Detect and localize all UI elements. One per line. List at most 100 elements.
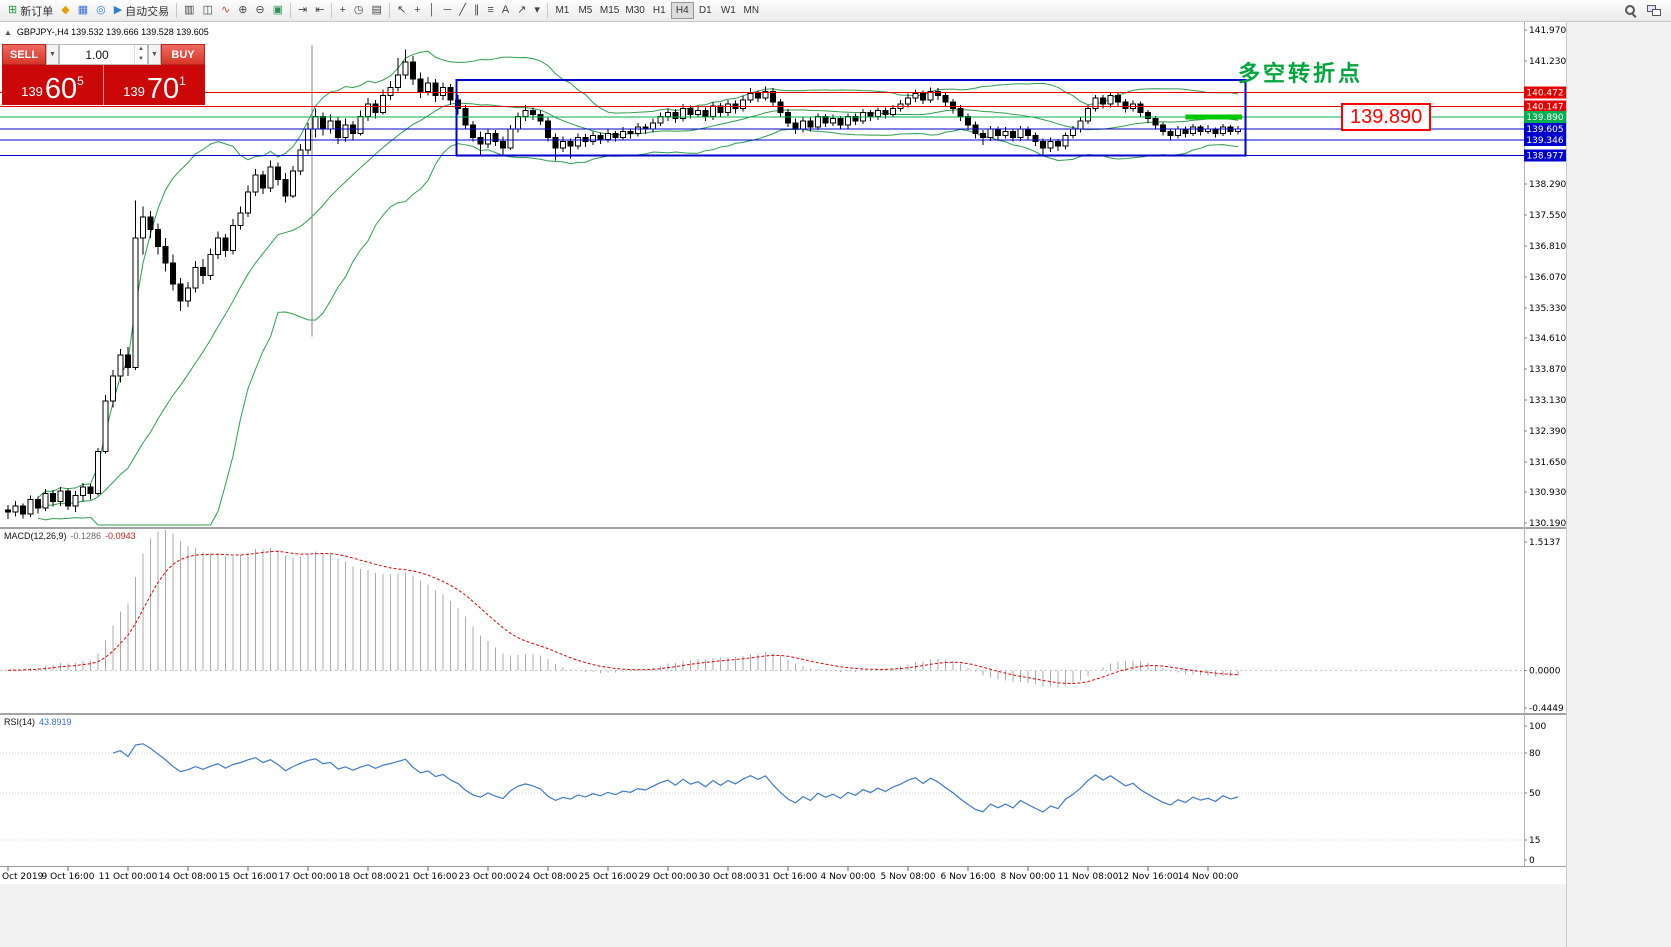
community-icon[interactable]: ◎ <box>92 1 110 20</box>
horizontal-line-tool-icon: ─ <box>443 4 452 16</box>
svg-text:139.605: 139.605 <box>1526 125 1563 135</box>
trendline-tool-icon[interactable]: ╱ <box>455 1 470 20</box>
svg-text:50: 50 <box>1529 789 1541 799</box>
period-clock-icon: ◷ <box>353 4 364 16</box>
sell-options-caret-icon[interactable]: ▼ <box>46 44 59 65</box>
volume-down-icon[interactable]: ▼ <box>138 55 144 62</box>
svg-text:139.890: 139.890 <box>1526 113 1563 123</box>
buy-price-sup: 1 <box>179 74 186 88</box>
search-icon[interactable] <box>1624 4 1637 17</box>
svg-text:138.290: 138.290 <box>1529 180 1566 190</box>
wizard-icon[interactable]: ◆ <box>57 1 73 20</box>
zoom-out-icon[interactable]: ⊖ <box>251 1 268 20</box>
algo-trading-button[interactable]: ▶ 自动交易 <box>110 1 173 20</box>
toolbar-separator <box>176 3 178 18</box>
svg-text:1.5137: 1.5137 <box>1529 538 1561 548</box>
buy-price-big: 70 <box>146 73 180 105</box>
timeframe-m30-button[interactable]: M30 <box>622 2 647 19</box>
buy-price-prefix: 139 <box>123 84 145 99</box>
macd-value-signal: -0.0943 <box>105 531 136 541</box>
dual-monitor-icon[interactable] <box>1647 4 1661 17</box>
timeframe-m1-button[interactable]: M1 <box>551 2 574 19</box>
arrow-tool-icon[interactable]: ↗ <box>513 1 530 20</box>
svg-text:134.610: 134.610 <box>1529 334 1566 344</box>
buy-price-display[interactable]: 139 70 1 <box>104 65 205 105</box>
candlestick-chart-icon[interactable]: ◫ <box>199 1 217 20</box>
symbol-info: ▲ GBPJPY-,H4 139.532 139.666 139.528 139… <box>4 27 209 37</box>
svg-text:136.070: 136.070 <box>1529 273 1566 283</box>
vertical-line-tool-icon: │ <box>428 4 436 16</box>
new-order-button-label: 新订单 <box>20 5 54 18</box>
timeframe-h4-button[interactable]: H4 <box>670 2 694 19</box>
algo-trading-icon: ▶ <box>113 4 123 16</box>
svg-text:80: 80 <box>1529 749 1541 759</box>
svg-text:17 Oct 00:00: 17 Oct 00:00 <box>279 872 338 882</box>
timeframe-m15-button[interactable]: M15 <box>597 2 622 19</box>
svg-text:14 Nov 00:00: 14 Nov 00:00 <box>1178 872 1239 882</box>
channel-tool-icon[interactable]: ∥ <box>470 1 484 20</box>
buy-button[interactable]: BUY <box>161 44 205 65</box>
svg-text:29 Oct 00:00: 29 Oct 00:00 <box>639 872 698 882</box>
svg-text:136.810: 136.810 <box>1529 242 1566 252</box>
timeframe-w1-button[interactable]: W1 <box>717 2 740 19</box>
one-click-toggle-icon[interactable]: ▲ <box>4 27 12 37</box>
svg-text:130.930: 130.930 <box>1529 488 1566 498</box>
sell-price-big: 60 <box>44 73 78 105</box>
tile-windows-icon: ▣ <box>272 4 284 16</box>
new-chart-icon[interactable]: + <box>335 1 349 20</box>
fibonacci-tool-icon[interactable]: ≡ <box>483 1 497 20</box>
svg-text:100: 100 <box>1529 722 1546 732</box>
open-chart-icon[interactable]: ▦ <box>74 1 92 20</box>
svg-text:15: 15 <box>1529 836 1540 846</box>
symbol-ohlc-text: GBPJPY-,H4 139.532 139.666 139.528 139.6… <box>16 27 209 37</box>
period-clock-icon[interactable]: ◷ <box>350 1 368 20</box>
timeframe-mn-button[interactable]: MN <box>740 2 763 19</box>
shapes-tool-icon: ▾ <box>534 4 540 16</box>
price-tag-annotation[interactable]: 139.890 <box>1341 103 1432 131</box>
timeframe-h1-button[interactable]: H1 <box>648 2 671 19</box>
new-order-button[interactable]: ⊞ 新订单 <box>4 1 57 20</box>
turning-point-annotation[interactable]: 多空转折点 <box>1238 61 1364 86</box>
volume-up-icon[interactable]: ▲ <box>138 46 144 52</box>
macd-indicator-label: MACD(12,26,9) -0.1286 -0.0943 <box>4 531 136 541</box>
svg-text:14 Oct 08:00: 14 Oct 08:00 <box>159 872 218 882</box>
zoom-in-icon[interactable]: ⊕ <box>234 1 251 20</box>
chart-shift-icon[interactable]: ⇤ <box>311 1 328 20</box>
chart-template-icon: ▤ <box>371 4 382 16</box>
volume-input[interactable] <box>60 45 134 64</box>
macd-name: MACD(12,26,9) <box>4 531 67 541</box>
sell-price-sup: 5 <box>77 74 84 88</box>
auto-scroll-icon[interactable]: ⇥ <box>294 1 311 20</box>
svg-text:141.970: 141.970 <box>1529 26 1566 36</box>
shapes-tool-icon[interactable]: ▾ <box>530 1 544 20</box>
one-click-trading-panel: SELL ▼ ▲ ▼ ▼ BUY 139 60 5 139 70 1 <box>2 44 205 105</box>
community-icon: ◎ <box>96 4 106 16</box>
svg-text:140.147: 140.147 <box>1526 102 1563 112</box>
chart-template-icon[interactable]: ▤ <box>368 1 386 20</box>
buy-options-caret-icon[interactable]: ▼ <box>148 44 161 65</box>
rsi-indicator-label: RSI(14) 43.8919 <box>4 717 72 727</box>
crosshair-icon[interactable]: + <box>410 1 424 20</box>
timeframe-d1-button[interactable]: D1 <box>694 2 717 19</box>
fibonacci-tool-icon: ≡ <box>487 4 494 16</box>
text-tool-icon[interactable]: A <box>498 1 513 20</box>
timeframe-m5-button[interactable]: M5 <box>574 2 597 19</box>
bar-chart-icon[interactable]: ▥ <box>180 1 198 20</box>
vertical-line-tool-icon[interactable]: │ <box>425 1 440 20</box>
cursor-icon[interactable]: ↖ <box>393 1 410 20</box>
svg-text:138.977: 138.977 <box>1526 151 1563 161</box>
tile-windows-icon[interactable]: ▣ <box>269 1 287 20</box>
sell-price-display[interactable]: 139 60 5 <box>2 65 104 105</box>
svg-text:132.390: 132.390 <box>1529 427 1566 437</box>
svg-text:130.190: 130.190 <box>1529 519 1566 529</box>
volume-control: ▲ ▼ <box>59 44 148 65</box>
line-chart-icon[interactable]: ∿ <box>217 1 234 20</box>
svg-text:23 Oct 00:00: 23 Oct 00:00 <box>459 872 518 882</box>
svg-text:8 Nov 00:00: 8 Nov 00:00 <box>1001 872 1056 882</box>
horizontal-line-tool-icon[interactable]: ─ <box>439 1 455 20</box>
sell-button[interactable]: SELL <box>2 44 46 65</box>
svg-text:0.0000: 0.0000 <box>1529 666 1561 676</box>
svg-text:4 Nov 00:00: 4 Nov 00:00 <box>821 872 876 882</box>
